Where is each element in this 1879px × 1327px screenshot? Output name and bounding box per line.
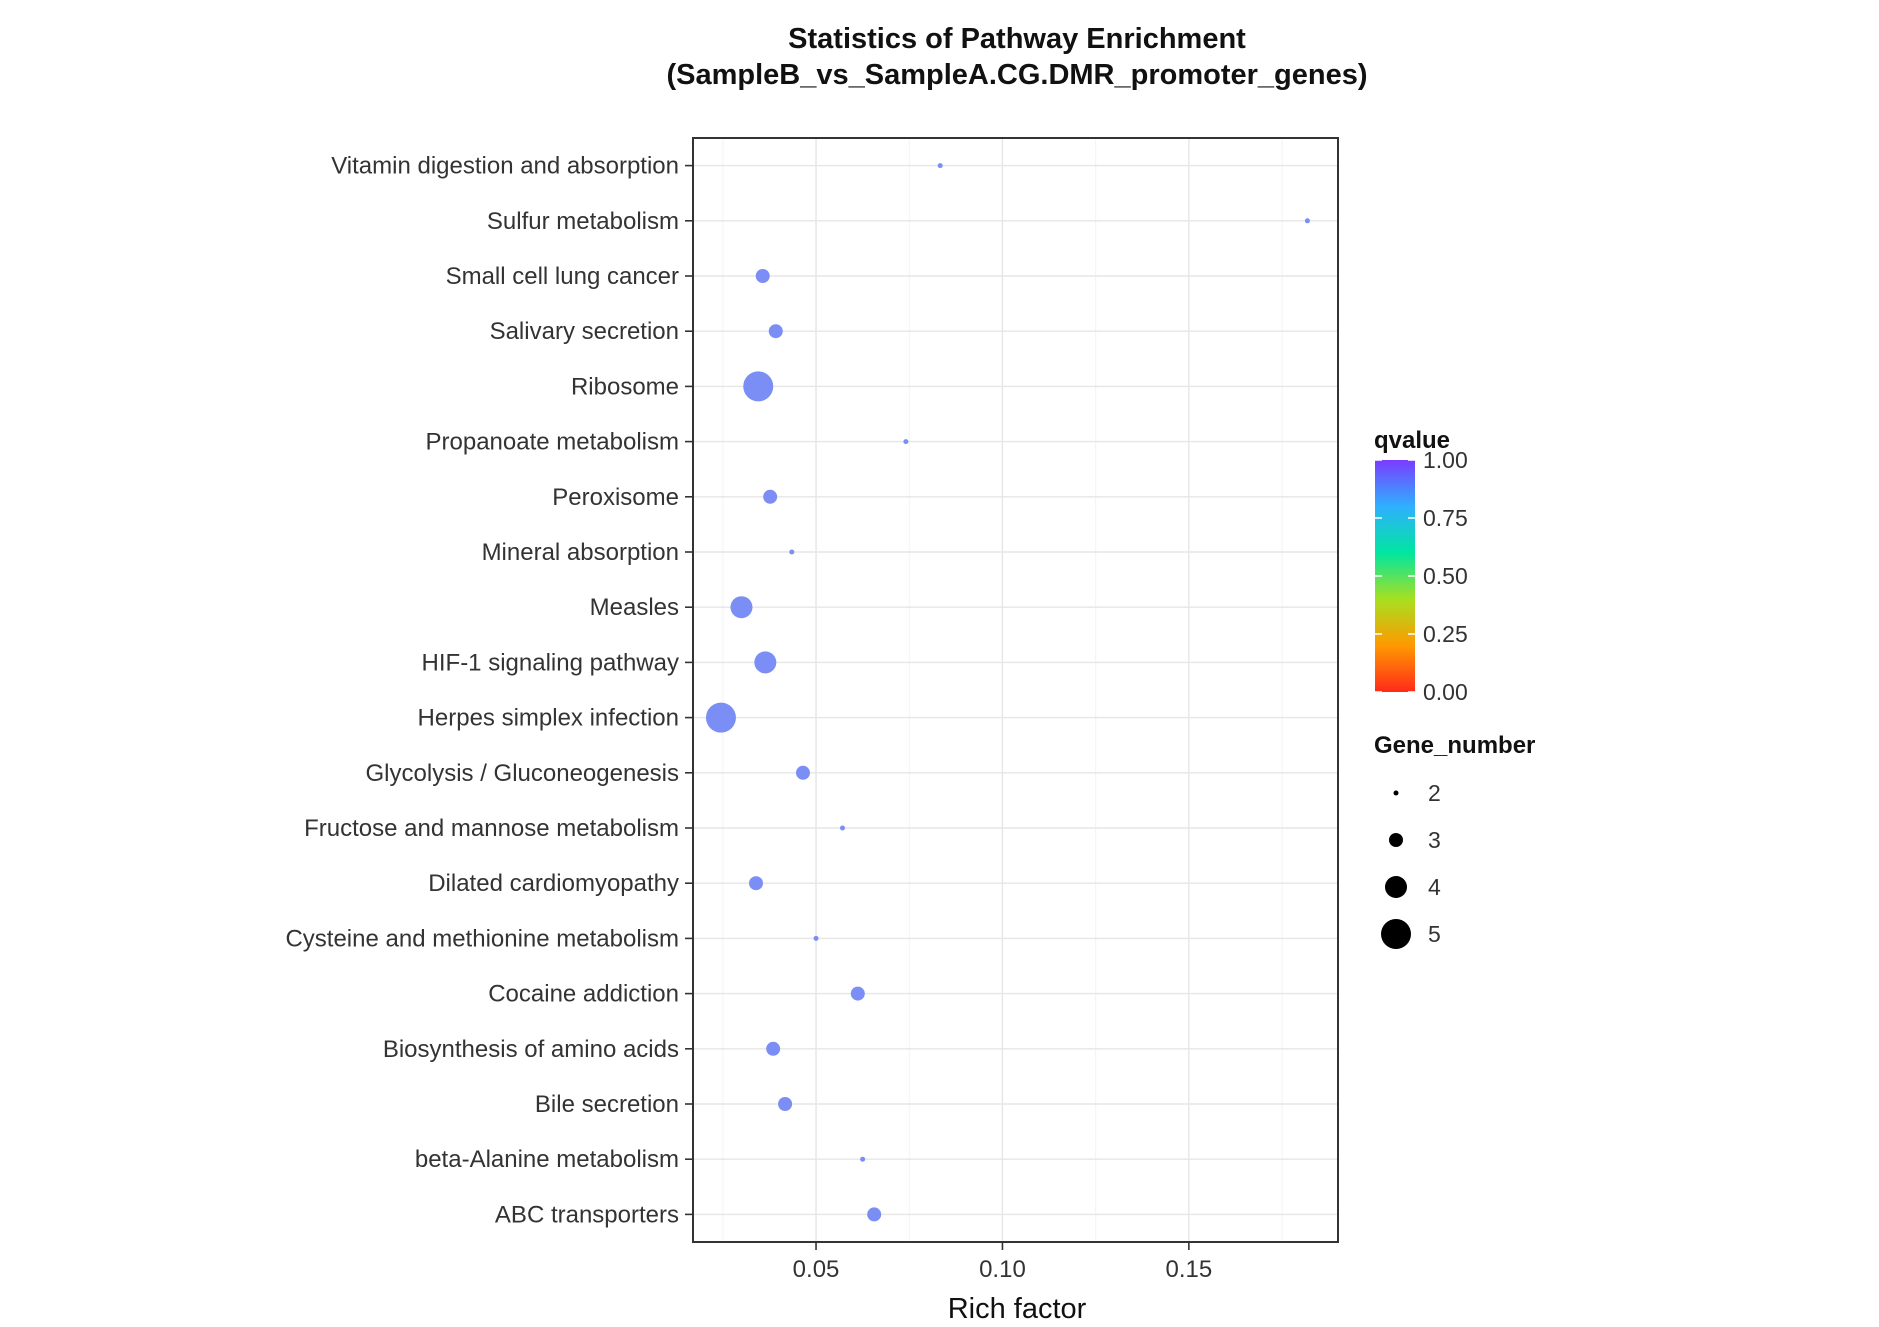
y-tick-label: Ribosome xyxy=(571,373,679,400)
data-point xyxy=(766,1041,781,1056)
colorbar-tick-label: 0.50 xyxy=(1423,563,1468,589)
y-tick-label: Small cell lung cancer xyxy=(446,263,679,290)
data-point xyxy=(813,935,819,941)
data-point xyxy=(789,549,795,555)
data-point xyxy=(850,986,865,1001)
x-tick-label: 0.10 xyxy=(979,1256,1026,1283)
y-tick-label: Sulfur metabolism xyxy=(487,208,679,235)
y-tick-label: Cysteine and methionine metabolism xyxy=(285,925,679,952)
size-legend-dot xyxy=(1381,919,1411,949)
colorbar-tick-label: 1.00 xyxy=(1423,447,1468,473)
size-legend-dot xyxy=(1385,876,1407,898)
chart-subtitle: (SampleB_vs_SampleA.CG.DMR_promoter_gene… xyxy=(666,59,1367,91)
y-tick-label: Salivary secretion xyxy=(490,318,679,345)
y-tick-label: Peroxisome xyxy=(552,484,679,511)
data-point xyxy=(840,825,846,831)
y-tick-label: Cocaine addiction xyxy=(488,981,679,1008)
data-point xyxy=(778,1097,793,1111)
y-tick-label: Propanoate metabolism xyxy=(426,429,679,456)
y-tick-label: beta-Alanine metabolism xyxy=(415,1146,679,1173)
data-point xyxy=(743,371,774,402)
qvalue-legend-title: qvalue xyxy=(1374,427,1450,454)
gene-number-legend-title: Gene_number xyxy=(1374,732,1535,759)
plot-panel xyxy=(693,138,1338,1242)
size-legend-label: 2 xyxy=(1428,780,1441,806)
data-point xyxy=(903,439,909,445)
size-legend-label: 5 xyxy=(1428,921,1441,947)
colorbar-tick-label: 0.75 xyxy=(1423,505,1468,531)
colorbar-tick-label: 0.25 xyxy=(1423,621,1468,647)
panel-border xyxy=(692,137,1339,1243)
data-point xyxy=(755,269,770,283)
y-tick-label: Mineral absorption xyxy=(482,539,679,566)
y-tick-label: Fructose and mannose metabolism xyxy=(304,815,679,842)
data-point xyxy=(768,324,783,339)
chart-title: Statistics of Pathway Enrichment xyxy=(788,23,1246,55)
y-tick-label: ABC transporters xyxy=(495,1201,679,1228)
y-tick-label: Glycolysis / Gluconeogenesis xyxy=(366,760,679,787)
data-point xyxy=(754,651,777,674)
y-tick-label: HIF-1 signaling pathway xyxy=(422,649,679,676)
data-point xyxy=(867,1207,882,1222)
y-tick-label: Vitamin digestion and absorption xyxy=(331,153,679,180)
data-point xyxy=(730,596,753,619)
size-legend-dot xyxy=(1389,833,1403,847)
size-legend-dot xyxy=(1393,790,1399,796)
y-tick-label: Herpes simplex infection xyxy=(418,705,679,732)
y-tick-label: Measles xyxy=(590,594,679,621)
data-point xyxy=(860,1156,866,1162)
data-point xyxy=(1304,218,1310,224)
y-tick-label: Bile secretion xyxy=(535,1091,679,1118)
y-tick-label: Dilated cardiomyopathy xyxy=(428,870,679,897)
x-tick-label: 0.05 xyxy=(793,1256,840,1283)
data-point xyxy=(749,876,764,891)
data-point xyxy=(795,765,810,780)
y-tick-label: Biosynthesis of amino acids xyxy=(383,1036,679,1063)
size-legend-label: 4 xyxy=(1428,874,1441,900)
x-axis-label: Rich factor xyxy=(948,1293,1087,1325)
data-point xyxy=(705,702,736,733)
data-point xyxy=(763,489,778,504)
x-tick-label: 0.15 xyxy=(1166,1256,1213,1283)
colorbar-tick-label: 0.00 xyxy=(1423,679,1468,705)
size-legend-label: 3 xyxy=(1428,827,1441,853)
data-point xyxy=(937,163,943,169)
